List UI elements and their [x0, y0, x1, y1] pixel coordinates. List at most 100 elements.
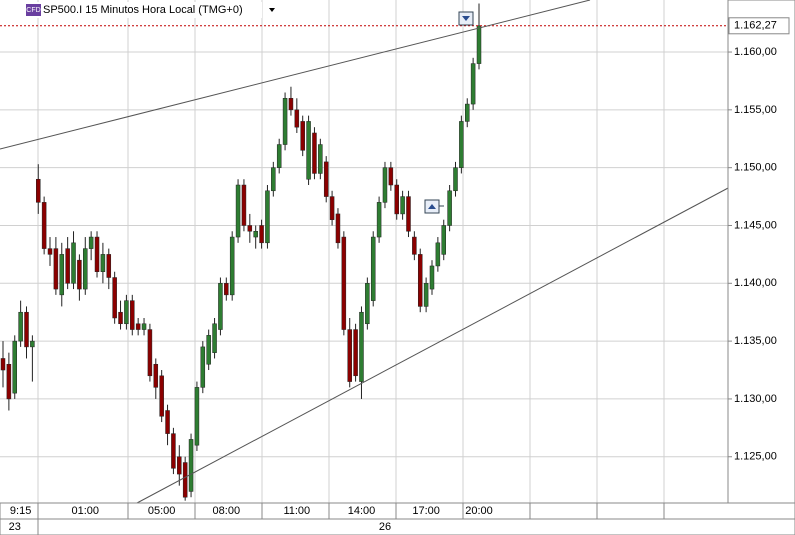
candle-body [106, 254, 112, 278]
candle-body [265, 190, 270, 244]
candle-body [18, 311, 23, 342]
candle-body [470, 63, 476, 105]
candle-body [382, 167, 388, 203]
x-tick-label: 20:00 [465, 505, 493, 517]
candle-body [247, 225, 253, 232]
alert-marker[interactable] [458, 11, 474, 26]
alert-marker[interactable] [424, 199, 444, 214]
candle-body [312, 132, 317, 174]
axis-labels: 1.125,00 1.130,00 1.135,00 1.140,00 1.145,00… [9, 17, 790, 535]
candle-body [100, 254, 106, 272]
candle-body [476, 25, 482, 64]
chart-title: SP500.I 15 Minutos Hora Local (TMG+0) [43, 4, 243, 16]
candle-body [141, 323, 147, 330]
y-tick-label: 1.145,00 [734, 219, 777, 231]
candle-body [12, 340, 18, 394]
candle-body [417, 254, 423, 307]
candle-body [235, 184, 241, 238]
candle-body [329, 196, 335, 220]
candle-body [347, 329, 352, 382]
candle-body [165, 410, 170, 434]
grid [0, 0, 728, 503]
y-tick-label: 1.140,00 [734, 277, 777, 289]
y-tick-label: 1.160,00 [734, 46, 777, 58]
candle-body [359, 311, 364, 382]
candle-body [459, 121, 464, 168]
candle-body [447, 190, 452, 226]
candle-body [124, 300, 129, 325]
candle-body [229, 236, 235, 296]
candle-body [218, 283, 223, 330]
candle-body [294, 109, 300, 128]
alert-icon [462, 16, 470, 21]
badge-text: CFD [26, 7, 40, 14]
candle-body [153, 363, 159, 388]
candle-body [41, 202, 47, 249]
trend-line [0, 0, 591, 150]
candle-body [83, 248, 88, 290]
candle-body [24, 311, 29, 348]
date-label: 23 [9, 521, 21, 533]
candle-body [241, 184, 247, 226]
candle-body [464, 103, 470, 122]
candle-body [159, 375, 164, 417]
candle-body [59, 254, 65, 296]
y-tick-label: 1.130,00 [734, 393, 777, 405]
candle-body [182, 462, 188, 498]
x-tick-label: 08:00 [213, 505, 241, 517]
candle-body [435, 242, 441, 267]
price-axis [727, 0, 795, 504]
candle-body [71, 242, 76, 284]
candle-body [370, 236, 376, 301]
candle-body [47, 248, 53, 255]
last-price-label: 1.162,27 [734, 20, 777, 32]
candle-body [0, 358, 6, 371]
candle-body [30, 340, 35, 348]
candle-body [112, 277, 117, 319]
candle-body [212, 323, 217, 353]
candle-body [453, 167, 458, 192]
candle-body [300, 121, 305, 151]
candle-body [224, 283, 229, 296]
trend-line [136, 186, 731, 504]
x-tick-label: 14:00 [348, 505, 376, 517]
candle-body [177, 456, 182, 475]
candle-body [388, 167, 394, 186]
candle-body [135, 323, 141, 330]
candle-body [276, 144, 282, 168]
candle-body [88, 236, 94, 249]
last-price-box [728, 17, 790, 35]
candle-body [288, 98, 294, 111]
candle-body [147, 329, 153, 377]
x-tick-label: 17:00 [412, 505, 440, 517]
candle-body [306, 121, 311, 180]
candle-body [282, 98, 288, 145]
candle-body [253, 231, 258, 238]
candle-body [36, 178, 41, 203]
candle-body [271, 167, 276, 192]
candle-body [400, 196, 405, 215]
candle-body [376, 202, 382, 238]
candle-body [259, 225, 264, 244]
candle-body [94, 236, 100, 272]
candle-body [412, 236, 417, 255]
candle-body [206, 335, 211, 365]
date-label: 26 [379, 521, 391, 533]
candles [0, 3, 728, 501]
y-tick-label: 1.135,00 [734, 335, 777, 347]
candle-body [194, 387, 200, 446]
dropdown[interactable] [269, 8, 275, 12]
candle-body [6, 363, 12, 400]
candle-body [171, 433, 176, 469]
candle-body [341, 236, 347, 330]
candle-body [53, 248, 59, 290]
x-tick-label: 01:00 [72, 505, 100, 517]
header [2, 2, 262, 18]
candle-body [65, 248, 70, 284]
x-tick-label: 9:15 [10, 505, 31, 517]
candle-body [323, 161, 329, 197]
y-tick-label: 1.125,00 [734, 451, 777, 463]
candle-body [429, 265, 435, 290]
